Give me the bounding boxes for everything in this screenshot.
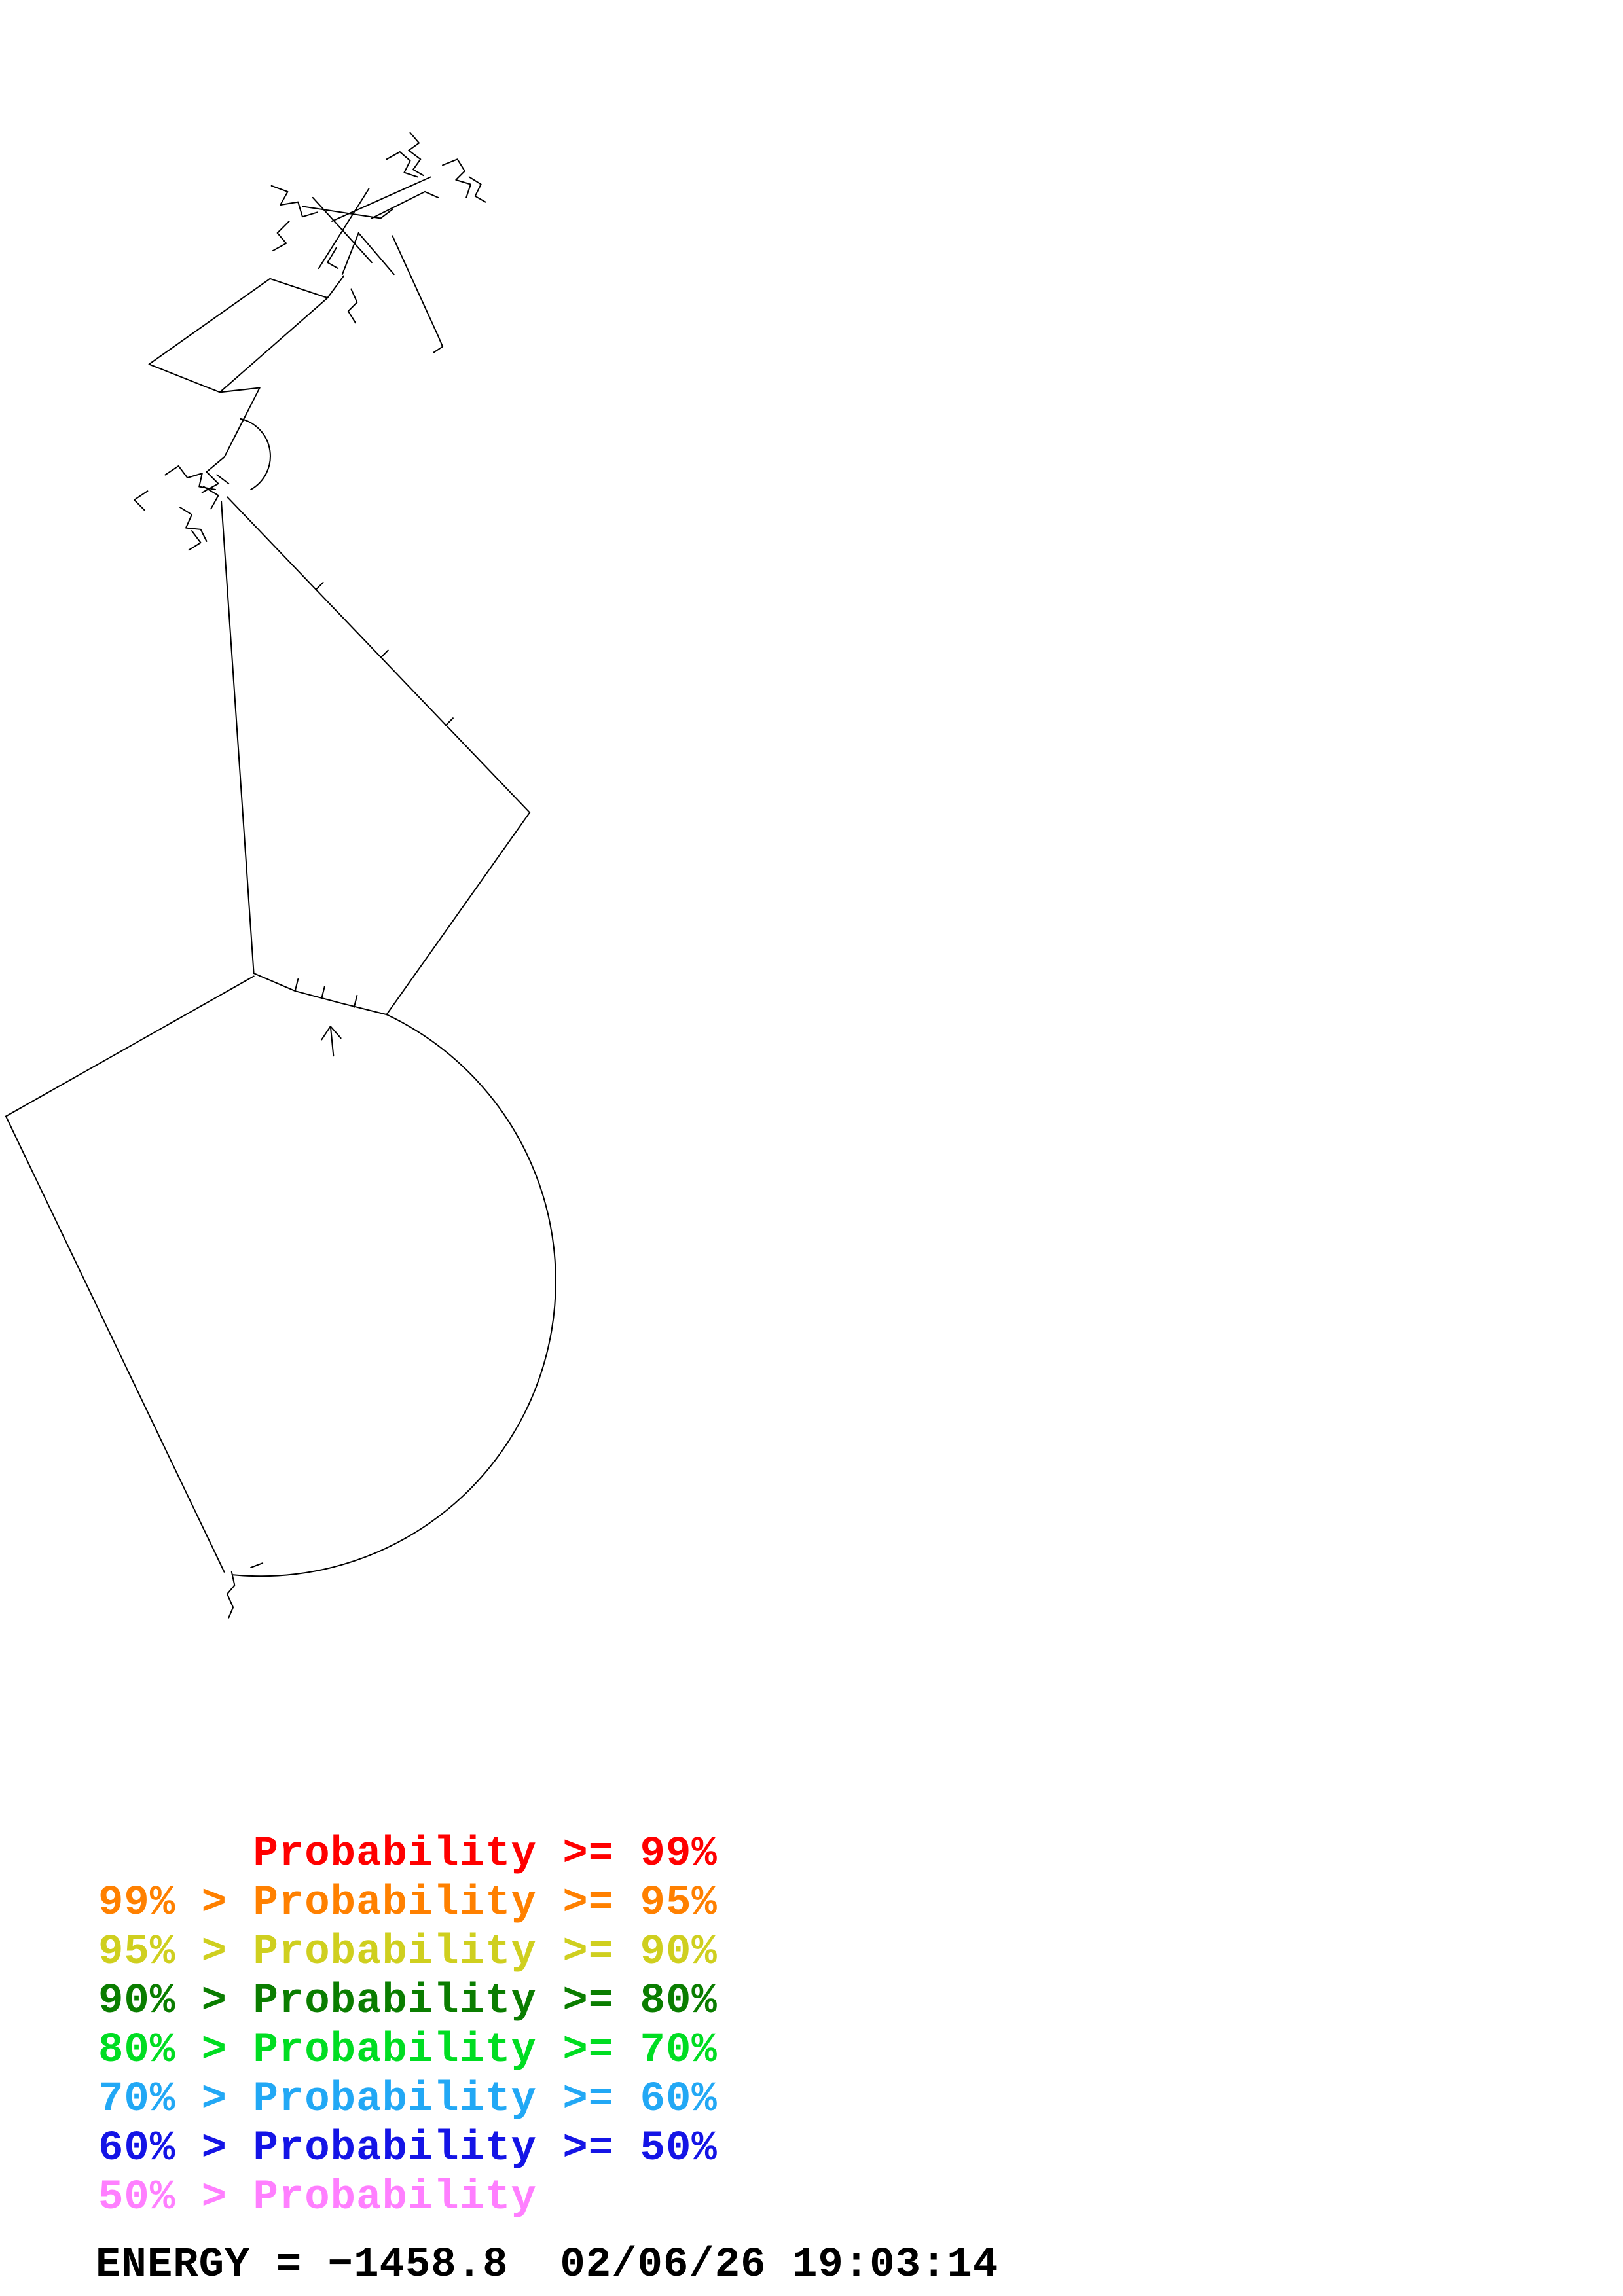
probability-legend: Probability >= 99% 99% > Probability >= … — [98, 1830, 718, 2223]
large-loop-circle — [5, 975, 556, 1577]
three-prime-tail — [227, 1562, 264, 1619]
legend-row-95-99: 99% > Probability >= 95% — [98, 1880, 718, 1927]
five-prime-arrow — [321, 1026, 342, 1057]
energy-caption: ENERGY = −1458.8 02/06/26 19:03:14 — [96, 2242, 999, 2289]
hairpin-rim — [253, 972, 388, 1016]
legend-row-50-60: 60% > Probability >= 50% — [98, 2125, 718, 2172]
long-stem-triangle — [221, 496, 531, 1016]
interior-loop-arc — [240, 418, 271, 491]
mid-branch-cluster — [134, 456, 230, 551]
legend-row-80-90: 90% > Probability >= 80% — [98, 1978, 718, 2025]
top-branch-cluster — [270, 132, 486, 353]
legend-row-ge99: Probability >= 99% — [98, 1831, 718, 1878]
helix-parallelogram — [148, 275, 345, 458]
legend-row-70-80: 80% > Probability >= 70% — [98, 2027, 718, 2074]
legend-row-60-70: 70% > Probability >= 60% — [98, 2076, 718, 2123]
legend-row-90-95: 95% > Probability >= 90% — [98, 1929, 718, 1976]
legend-row-lt50: 50% > Probability — [98, 2174, 537, 2221]
